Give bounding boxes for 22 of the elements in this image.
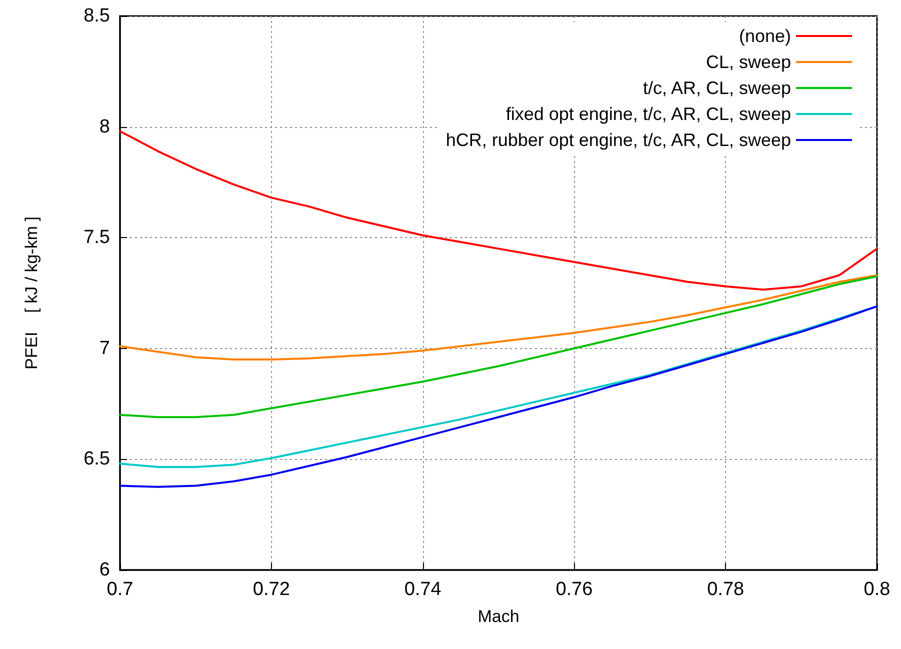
y-tick-label: 7.5 [84,227,110,248]
x-tick-label: 0.76 [556,579,593,600]
x-axis-title: Mach [478,607,520,626]
y-axis-title: PFEI [ kJ / kg-km ] [22,216,41,370]
y-tick-label: 6 [99,560,110,580]
x-tick-label: 0.78 [707,579,744,600]
legend-label: hCR, rubber opt engine, t/c, AR, CL, sweep [446,130,791,150]
legend-label: (none) [738,26,791,46]
line-series [119,275,878,418]
y-tick-label: 8 [99,116,110,138]
legend-label: t/c, AR, CL, sweep [642,78,791,98]
line-series [119,130,878,291]
y-tick-label: 6.5 [84,448,110,470]
legend-label: CL, sweep [706,52,791,72]
y-tick-label: 7 [99,338,110,359]
x-tick-label: 0.72 [252,579,290,600]
y-tick-label: 8.5 [84,6,110,26]
x-tick-label: 0.74 [404,579,442,600]
legend-label: fixed opt engine, t/c, AR, CL, sweep [506,104,791,124]
x-tick-label: 0.8 [864,579,890,600]
line-series [119,274,878,360]
x-tick-label: 0.7 [106,579,134,600]
